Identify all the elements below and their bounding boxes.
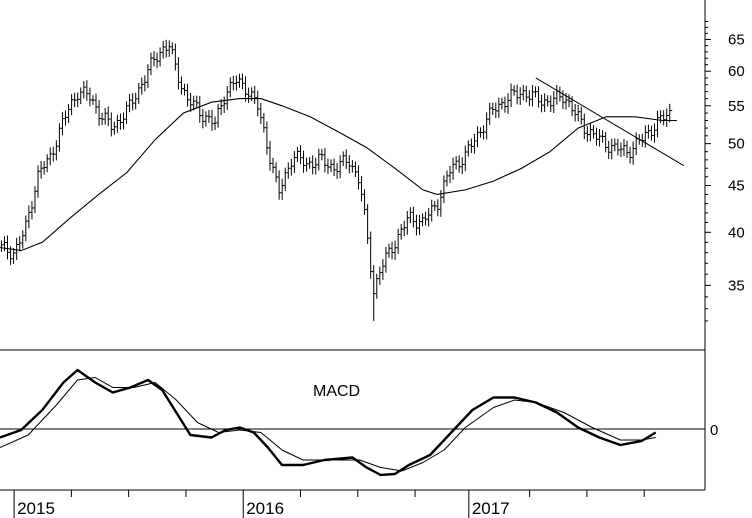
price-y-tick-label: 55 (728, 98, 745, 115)
moving-average-line (0, 98, 677, 252)
x-year-label: 2017 (472, 499, 510, 518)
price-y-tick-label: 35 (728, 277, 745, 294)
trendline (535, 77, 685, 167)
price-y-tick-label: 50 (728, 136, 745, 153)
axes: 35 40 45 50 55 60 65 2015 2016 2017 (13, 21, 745, 518)
price-y-tick-label: 40 (728, 224, 745, 241)
signal-line (0, 377, 656, 472)
macd-title: MACD (313, 383, 360, 400)
macd-panel (0, 368, 657, 477)
price-y-tick-label: 60 (728, 63, 745, 80)
price-panel (0, 39, 685, 321)
x-year-label: 2015 (17, 499, 55, 518)
price-y-tick-label: 45 (728, 178, 745, 195)
price-y-tick-label: 65 (728, 31, 745, 48)
x-year-label: 2016 (246, 499, 284, 518)
macd-zero-label: 0 (710, 422, 718, 439)
